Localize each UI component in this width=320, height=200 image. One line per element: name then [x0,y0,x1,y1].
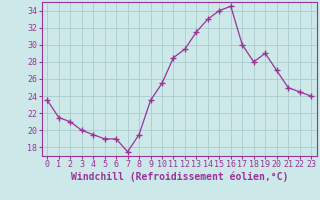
X-axis label: Windchill (Refroidissement éolien,°C): Windchill (Refroidissement éolien,°C) [70,172,288,182]
